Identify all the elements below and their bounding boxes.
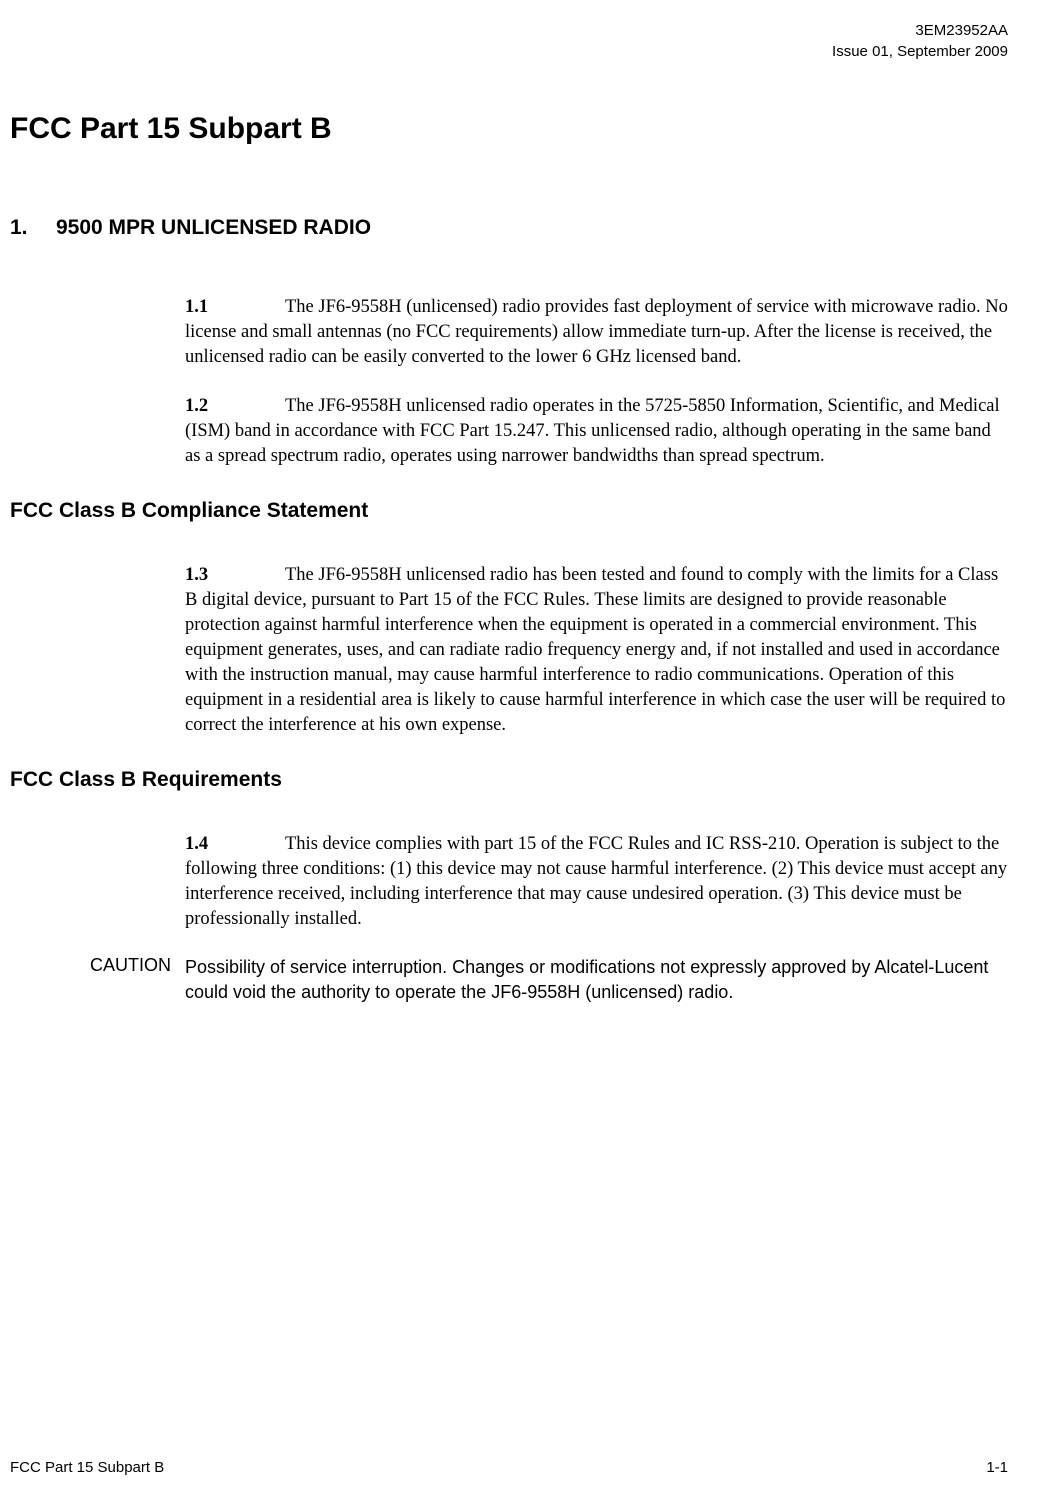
subsection-compliance-heading: FCC Class B Compliance Statement: [10, 499, 1008, 523]
paragraph-1-4: 1.4This device complies with part 15 of …: [185, 832, 1008, 932]
para-1-1-text: The JF6-9558H (unlicensed) radio provide…: [185, 297, 1008, 367]
main-title: FCC Part 15 Subpart B: [10, 112, 1008, 146]
page-container: 3EM23952AA Issue 01, September 2009 FCC …: [0, 0, 1048, 1501]
paragraph-1-1: 1.1The JF6-9558H (unlicensed) radio prov…: [185, 295, 1008, 370]
para-1-3-num: 1.3: [185, 563, 285, 588]
caution-block: CAUTION Possibility of service interrupt…: [90, 955, 1008, 1004]
subsection-requirements-heading: FCC Class B Requirements: [10, 768, 1008, 792]
paragraph-1-3: 1.3The JF6-9558H unlicensed radio has be…: [185, 563, 1008, 738]
footer-left: FCC Part 15 Subpart B: [10, 1459, 164, 1476]
caution-text: Possibility of service interruption. Cha…: [185, 955, 1008, 1004]
para-1-4-num: 1.4: [185, 832, 285, 857]
para-1-2-num: 1.2: [185, 394, 285, 419]
paragraph-1-2: 1.2The JF6-9558H unlicensed radio operat…: [185, 394, 1008, 469]
para-1-1-num: 1.1: [185, 295, 285, 320]
footer-right: 1-1: [986, 1459, 1008, 1476]
section-1-heading: 1.9500 MPR UNLICENSED RADIO: [10, 216, 1008, 240]
para-1-2-text: The JF6-9558H unlicensed radio operates …: [185, 396, 1000, 466]
footer: FCC Part 15 Subpart B 1-1: [10, 1459, 1008, 1476]
caution-label: CAUTION: [90, 955, 185, 1004]
para-1-4-text: This device complies with part 15 of the…: [185, 834, 1007, 929]
section-1-title: 9500 MPR UNLICENSED RADIO: [56, 216, 371, 239]
section-1-number: 1.: [10, 216, 56, 240]
para-1-3-text: The JF6-9558H unlicensed radio has been …: [185, 565, 1005, 735]
doc-id: 3EM23952AA: [10, 20, 1008, 41]
header-block: 3EM23952AA Issue 01, September 2009: [10, 20, 1008, 62]
issue-line: Issue 01, September 2009: [10, 41, 1008, 62]
